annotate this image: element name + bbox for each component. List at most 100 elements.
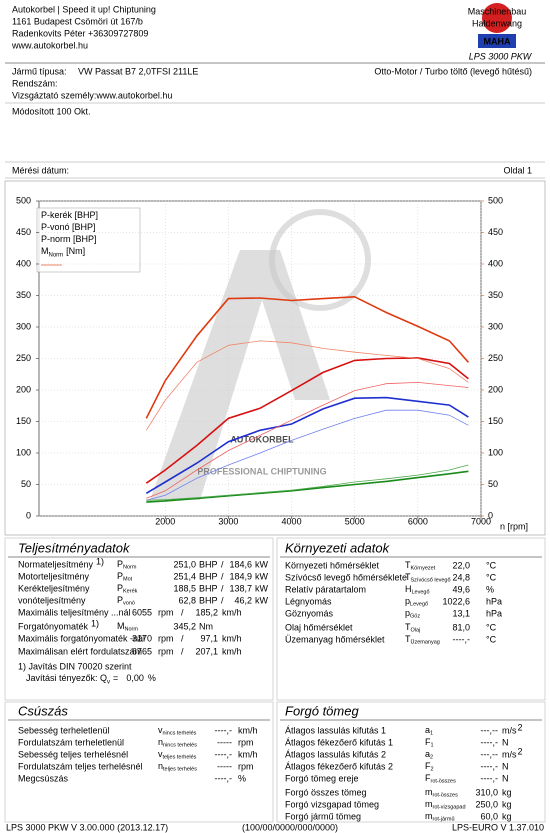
row-value: 24,8 xyxy=(452,572,470,582)
legend-entry: P-vonó [BHP] xyxy=(41,222,96,232)
y2-tick-label: 150 xyxy=(488,416,503,426)
row-label: Fordulatszám teljes terhelésnél xyxy=(18,761,143,771)
y-tick-label: 250 xyxy=(16,353,31,363)
header-line: www.autokorbel.hu xyxy=(11,40,88,50)
value: Otto-Motor / Turbo töltő (levegő hűtésű) xyxy=(374,66,532,76)
y-tick-label: 50 xyxy=(21,479,31,489)
row-value: 49,6 xyxy=(452,584,470,594)
y2-tick-label: 350 xyxy=(488,290,503,300)
symbol-main: a xyxy=(425,725,430,735)
row-unit: kW xyxy=(255,559,269,569)
row-unit: kg xyxy=(502,811,512,821)
symbol: nteljes terhelés xyxy=(158,761,197,773)
symbol-sub: Szívócső levegő xyxy=(411,578,451,584)
symbol-main: n xyxy=(158,737,163,747)
separator: / xyxy=(221,583,224,593)
row-label: Forgó jármű tömeg xyxy=(285,811,361,821)
symbol-sub: Környezet xyxy=(411,566,436,572)
series-line xyxy=(146,464,469,501)
symbol: TSzívócső levegő xyxy=(405,572,451,584)
correction-label: Javítási tényezők: Q xyxy=(26,673,107,683)
symbol-sub: rot-vizsgapad xyxy=(433,805,466,811)
logo-text: Haldenwang xyxy=(472,18,522,28)
row-label: Forgó vizsgapad tömeg xyxy=(285,799,379,809)
symbol: MNorm xyxy=(117,621,138,633)
symbol-sub: Olaj xyxy=(411,628,421,634)
row-unit: km/h xyxy=(238,749,258,759)
row-unit: m/s xyxy=(502,725,517,735)
row-label: Motorteljesítmény xyxy=(18,571,90,581)
label: Mérési dátum: xyxy=(12,165,69,175)
header-line: Autokorbel | Speed it up! Chiptuning xyxy=(12,4,156,14)
row-value: ---,-- xyxy=(481,725,499,735)
symbol-main: P xyxy=(117,559,123,569)
row-value: 185,2 xyxy=(195,607,218,617)
row-value: 22,0 xyxy=(452,560,470,570)
legend-box xyxy=(36,207,141,273)
row-unit: N xyxy=(502,737,509,747)
row-label: vonóteljesítmény xyxy=(18,595,86,605)
row-unit: BHP xyxy=(199,583,218,593)
logo-circle xyxy=(482,3,512,33)
y-tick-label: 200 xyxy=(16,384,31,394)
row-label: Üzemanyag hőmérséklet xyxy=(285,634,385,644)
row-label: Megcsúszás xyxy=(18,773,69,783)
row-label: Sebesség terheletlenül xyxy=(18,725,110,735)
legend-name: P-vonó [BHP] xyxy=(41,222,96,232)
correction-sub: v xyxy=(107,679,110,685)
row-label: Átlagos lassulás kifutás 1 xyxy=(285,725,386,735)
series-line xyxy=(146,470,469,503)
symbol: TKörnyezet xyxy=(405,560,436,572)
symbol-main: v xyxy=(158,749,163,759)
y-tick-label: 350 xyxy=(16,290,31,300)
row-unit: °C xyxy=(486,634,497,644)
symbol-sub: 1 xyxy=(430,731,433,737)
symbol-main: p xyxy=(405,596,410,606)
symbol: pLevegő xyxy=(405,596,428,608)
row-unit: N xyxy=(502,773,509,783)
row-label: Olaj hőmérséklet xyxy=(285,622,353,632)
logo-text: Maschinenbau xyxy=(468,6,527,16)
product: LPS 3000 PKW xyxy=(469,51,533,61)
symbol-sub: vonó xyxy=(123,601,135,607)
unit-sup: 2 xyxy=(518,722,523,732)
symbol-main: T xyxy=(405,634,411,644)
row-value: ----,- xyxy=(481,737,499,747)
symbol: mrot-összes xyxy=(425,787,458,799)
symbol-sub: Norm xyxy=(123,565,137,571)
row-label: Forgó összes tömeg xyxy=(285,787,367,797)
symbol: Frot-összes xyxy=(425,773,456,785)
row-unit: % xyxy=(238,773,246,783)
symbol-sub: Mot xyxy=(123,577,133,583)
separator: / xyxy=(181,607,184,617)
row-label: Átlagos fékezőerő kifutás 1 xyxy=(285,737,393,747)
row-unit: km/h xyxy=(222,646,242,656)
row-value: 138,7 xyxy=(229,583,252,593)
symbol: HLevegő xyxy=(405,584,430,596)
chart-box xyxy=(4,180,546,536)
symbol-sub: Üzemanyag xyxy=(411,639,440,646)
legend-name: P-norm [BHP] xyxy=(41,234,97,244)
symbol-main: F xyxy=(425,761,431,771)
symbol-main: m xyxy=(425,811,433,821)
y-tick-label: 500 xyxy=(16,195,31,205)
separator: / xyxy=(181,646,184,656)
symbol-sub: Levegő xyxy=(412,590,430,596)
row-unit: Nm xyxy=(199,621,213,631)
legend-entry: P-norm [BHP] xyxy=(41,234,97,244)
row-label: Forgó tömeg ereje xyxy=(285,773,359,783)
symbol-main: T xyxy=(405,572,411,582)
correction: Javítási tényezők: Qv = 0,00% xyxy=(26,673,156,685)
footnote-ref: 1) xyxy=(91,618,99,628)
header-line: 1161 Budapest Csömöri út 167/b xyxy=(12,16,143,26)
row-label: Maximálisan elért fordulatszám xyxy=(18,646,142,656)
row-value: 3170 xyxy=(132,633,152,643)
series-line xyxy=(146,381,469,499)
y-tick-label: 450 xyxy=(16,227,31,237)
header-line: Radenkovits Péter +36309727809 xyxy=(12,28,148,38)
row-unit: °C xyxy=(486,622,497,632)
series-line xyxy=(145,340,469,431)
footnote-ref: 1) xyxy=(96,556,104,566)
y-tick-label: 150 xyxy=(16,416,31,426)
footer: LPS-EURO V 1.37.010 xyxy=(452,822,544,832)
